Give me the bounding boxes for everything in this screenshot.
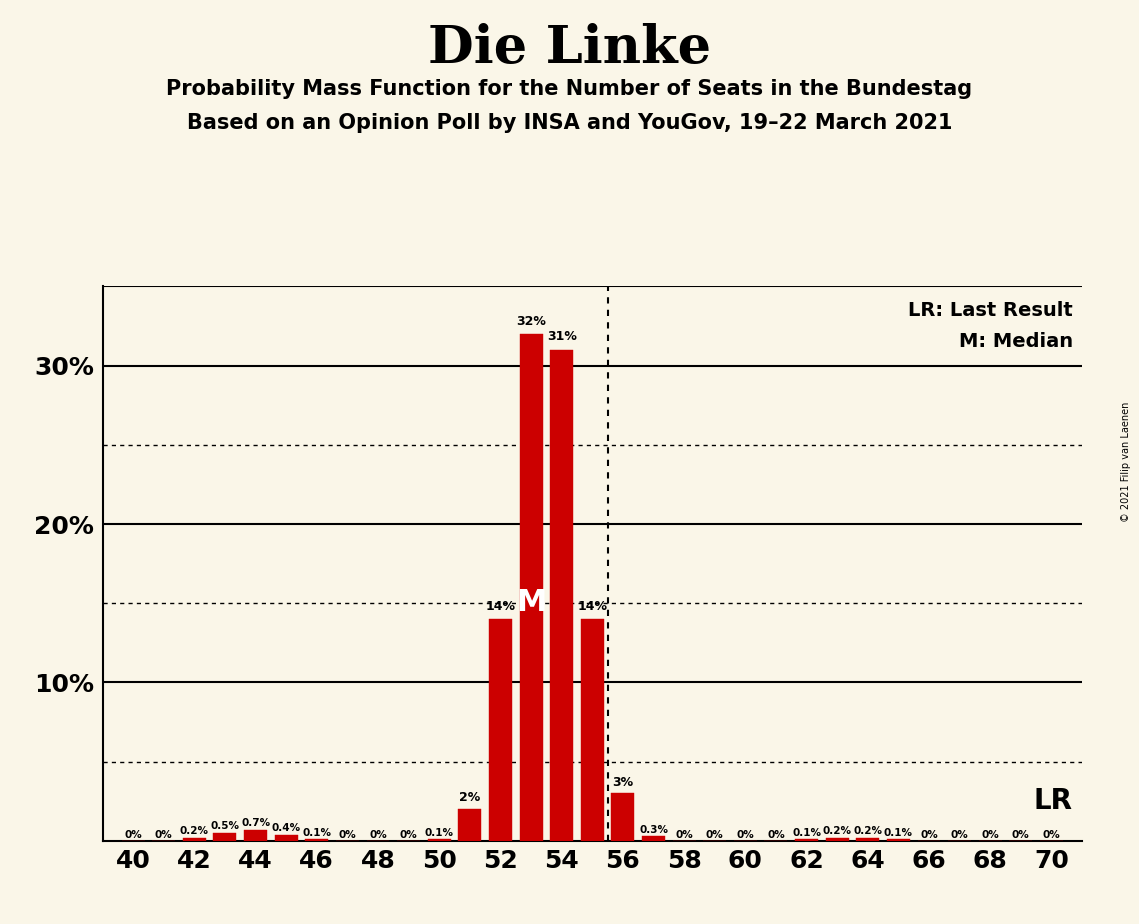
Text: 0.2%: 0.2% [853, 826, 883, 836]
Bar [458, 809, 482, 841]
Text: 0.1%: 0.1% [884, 828, 912, 838]
Text: 3%: 3% [613, 775, 633, 788]
Text: 0%: 0% [338, 830, 357, 840]
Text: 0%: 0% [982, 830, 999, 840]
Bar [826, 838, 849, 841]
Text: 0%: 0% [1011, 830, 1030, 840]
Text: M: M [516, 588, 547, 617]
Bar [274, 834, 297, 841]
Text: 0%: 0% [400, 830, 418, 840]
Text: 0%: 0% [767, 830, 785, 840]
Text: 0%: 0% [155, 830, 173, 840]
Text: 0.3%: 0.3% [639, 824, 667, 834]
Text: 0.4%: 0.4% [271, 823, 301, 833]
Bar [305, 839, 328, 841]
Bar [244, 830, 267, 841]
Text: 0%: 0% [369, 830, 387, 840]
Text: LR: LR [1034, 787, 1073, 815]
Text: 0%: 0% [1042, 830, 1060, 840]
Text: 2%: 2% [459, 792, 481, 805]
Bar [612, 794, 634, 841]
Text: 0%: 0% [124, 830, 142, 840]
Text: 0%: 0% [951, 830, 968, 840]
Text: 0%: 0% [737, 830, 754, 840]
Text: © 2021 Filip van Laenen: © 2021 Filip van Laenen [1121, 402, 1131, 522]
Bar [489, 619, 511, 841]
Text: M: Median: M: Median [959, 333, 1073, 351]
Text: 0%: 0% [675, 830, 693, 840]
Text: 0.2%: 0.2% [822, 826, 852, 836]
Bar [519, 334, 542, 841]
Bar [550, 350, 573, 841]
Text: Die Linke: Die Linke [428, 23, 711, 74]
Bar [857, 838, 879, 841]
Text: 0.1%: 0.1% [792, 828, 821, 838]
Text: 0.1%: 0.1% [425, 828, 453, 838]
Text: 0.1%: 0.1% [302, 828, 331, 838]
Text: LR: Last Result: LR: Last Result [908, 300, 1073, 320]
Text: 32%: 32% [516, 315, 546, 328]
Bar [642, 836, 665, 841]
Text: 0.5%: 0.5% [211, 821, 239, 832]
Text: 0.7%: 0.7% [241, 818, 270, 828]
Bar [795, 839, 818, 841]
Text: 0.2%: 0.2% [180, 826, 208, 836]
Text: 14%: 14% [485, 600, 516, 613]
Bar [213, 833, 237, 841]
Bar [183, 838, 206, 841]
Text: 31%: 31% [547, 331, 576, 344]
Text: 0%: 0% [920, 830, 937, 840]
Text: Based on an Opinion Poll by INSA and YouGov, 19–22 March 2021: Based on an Opinion Poll by INSA and You… [187, 113, 952, 133]
Bar [887, 839, 910, 841]
Text: 0%: 0% [706, 830, 723, 840]
Bar [581, 619, 604, 841]
Text: 14%: 14% [577, 600, 607, 613]
Bar [428, 839, 451, 841]
Text: Probability Mass Function for the Number of Seats in the Bundestag: Probability Mass Function for the Number… [166, 79, 973, 99]
